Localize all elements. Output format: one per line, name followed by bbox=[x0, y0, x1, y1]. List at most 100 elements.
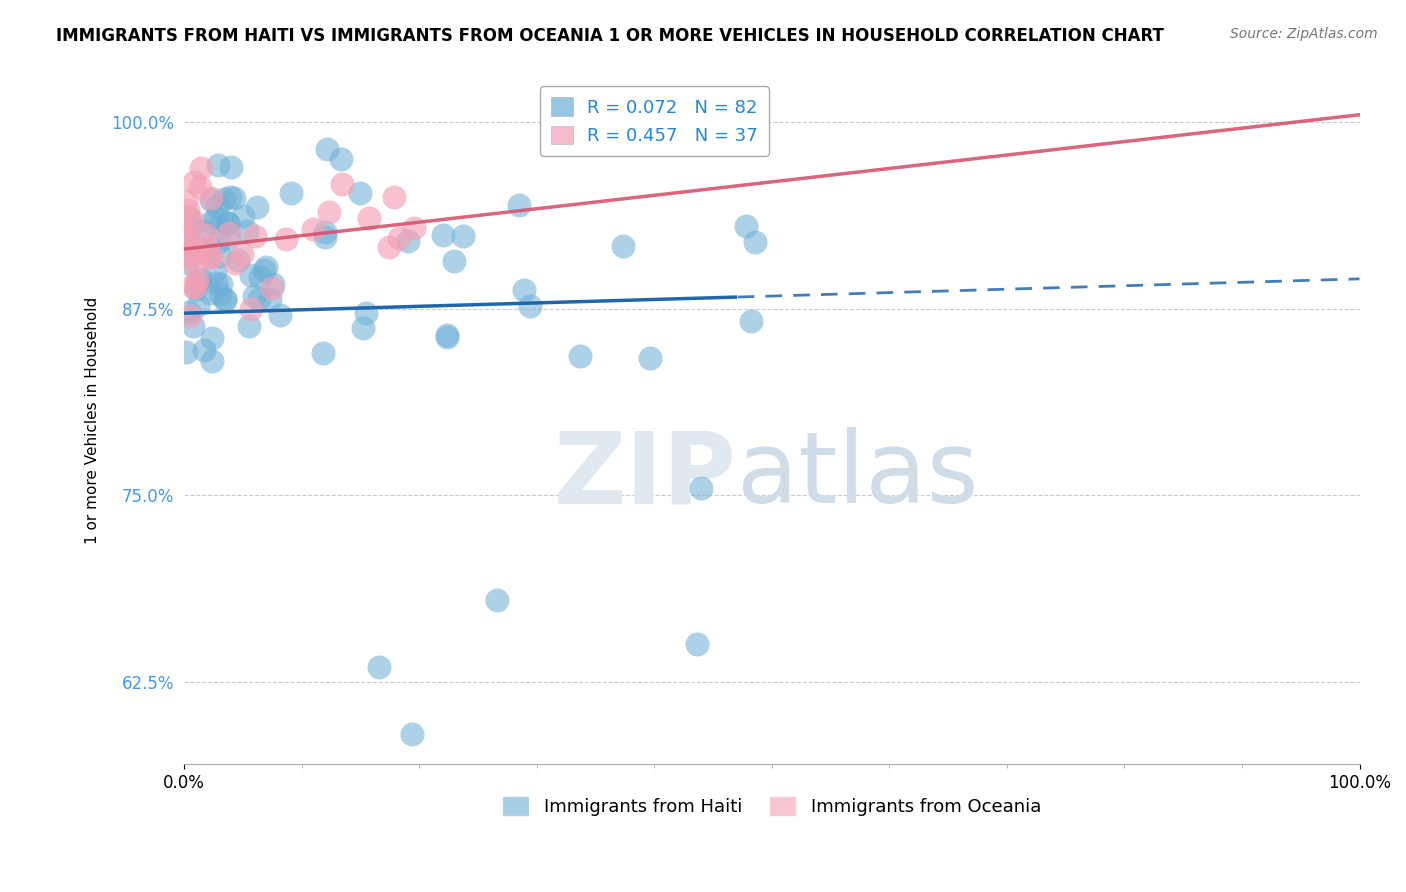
Point bbox=[232, 209, 254, 223]
Text: ZIP: ZIP bbox=[554, 427, 737, 524]
Point bbox=[432, 227, 454, 242]
Point bbox=[382, 190, 405, 204]
Point bbox=[640, 351, 662, 366]
Point bbox=[191, 224, 214, 238]
Point bbox=[239, 302, 262, 317]
Point bbox=[451, 229, 474, 244]
Point bbox=[176, 256, 198, 270]
Point bbox=[243, 288, 266, 302]
Point bbox=[186, 244, 208, 258]
Point bbox=[177, 203, 200, 218]
Point bbox=[176, 231, 198, 245]
Point bbox=[177, 210, 200, 224]
Point bbox=[436, 329, 458, 343]
Point bbox=[254, 260, 277, 274]
Point bbox=[183, 176, 205, 190]
Point bbox=[226, 253, 249, 268]
Point bbox=[188, 179, 211, 194]
Point bbox=[569, 349, 592, 363]
Point bbox=[219, 160, 242, 174]
Text: IMMIGRANTS FROM HAITI VS IMMIGRANTS FROM OCEANIA 1 OR MORE VEHICLES IN HOUSEHOLD: IMMIGRANTS FROM HAITI VS IMMIGRANTS FROM… bbox=[56, 27, 1164, 45]
Point bbox=[238, 318, 260, 333]
Point bbox=[176, 194, 198, 208]
Point bbox=[262, 277, 284, 292]
Point bbox=[217, 216, 239, 230]
Point bbox=[612, 239, 634, 253]
Point bbox=[214, 292, 236, 306]
Point bbox=[349, 186, 371, 200]
Point bbox=[314, 230, 336, 244]
Point bbox=[181, 213, 204, 227]
Point bbox=[252, 263, 274, 277]
Point bbox=[184, 282, 207, 296]
Point bbox=[735, 219, 758, 233]
Point bbox=[246, 200, 269, 214]
Point bbox=[195, 228, 218, 243]
Text: Source: ZipAtlas.com: Source: ZipAtlas.com bbox=[1230, 27, 1378, 41]
Point bbox=[179, 309, 201, 323]
Point bbox=[200, 215, 222, 229]
Point bbox=[195, 239, 218, 253]
Point bbox=[190, 161, 212, 175]
Legend: Immigrants from Haiti, Immigrants from Oceania: Immigrants from Haiti, Immigrants from O… bbox=[495, 789, 1049, 823]
Point bbox=[200, 251, 222, 265]
Point bbox=[686, 637, 709, 651]
Point bbox=[177, 217, 200, 231]
Point bbox=[744, 235, 766, 249]
Point bbox=[330, 177, 353, 191]
Point bbox=[314, 225, 336, 239]
Point bbox=[200, 193, 222, 207]
Point bbox=[354, 306, 377, 320]
Point bbox=[193, 343, 215, 358]
Point bbox=[176, 345, 198, 359]
Point bbox=[222, 191, 245, 205]
Point bbox=[315, 142, 337, 156]
Point bbox=[318, 205, 340, 219]
Point bbox=[236, 224, 259, 238]
Point bbox=[205, 277, 228, 291]
Point bbox=[512, 283, 534, 297]
Point bbox=[181, 319, 204, 334]
Point bbox=[218, 226, 240, 240]
Point bbox=[179, 220, 201, 235]
Point bbox=[280, 186, 302, 201]
Point bbox=[191, 243, 214, 257]
Point bbox=[218, 190, 240, 204]
Point bbox=[247, 292, 270, 306]
Point bbox=[224, 255, 246, 269]
Point bbox=[180, 244, 202, 258]
Point bbox=[217, 230, 239, 244]
Point bbox=[204, 211, 226, 226]
Point bbox=[187, 275, 209, 289]
Point bbox=[217, 216, 239, 230]
Point bbox=[198, 250, 221, 264]
Point bbox=[200, 191, 222, 205]
Point bbox=[519, 299, 541, 313]
Point bbox=[388, 230, 411, 244]
Point bbox=[214, 293, 236, 307]
Point bbox=[205, 199, 228, 213]
Point bbox=[239, 268, 262, 283]
Point bbox=[181, 279, 204, 293]
Point bbox=[401, 727, 423, 741]
Point bbox=[184, 258, 207, 272]
Point bbox=[211, 213, 233, 227]
Point bbox=[259, 292, 281, 306]
Point bbox=[209, 286, 232, 301]
Point bbox=[359, 211, 381, 225]
Point bbox=[200, 331, 222, 345]
Point bbox=[689, 481, 711, 495]
Point bbox=[177, 238, 200, 252]
Point bbox=[302, 222, 325, 236]
Point bbox=[485, 592, 508, 607]
Point bbox=[330, 153, 353, 167]
Text: atlas: atlas bbox=[737, 427, 979, 524]
Point bbox=[184, 280, 207, 294]
Point bbox=[180, 251, 202, 265]
Point bbox=[243, 229, 266, 244]
Point bbox=[404, 221, 426, 235]
Point bbox=[195, 244, 218, 258]
Point bbox=[231, 247, 253, 261]
Point bbox=[204, 264, 226, 278]
Point bbox=[212, 193, 235, 207]
